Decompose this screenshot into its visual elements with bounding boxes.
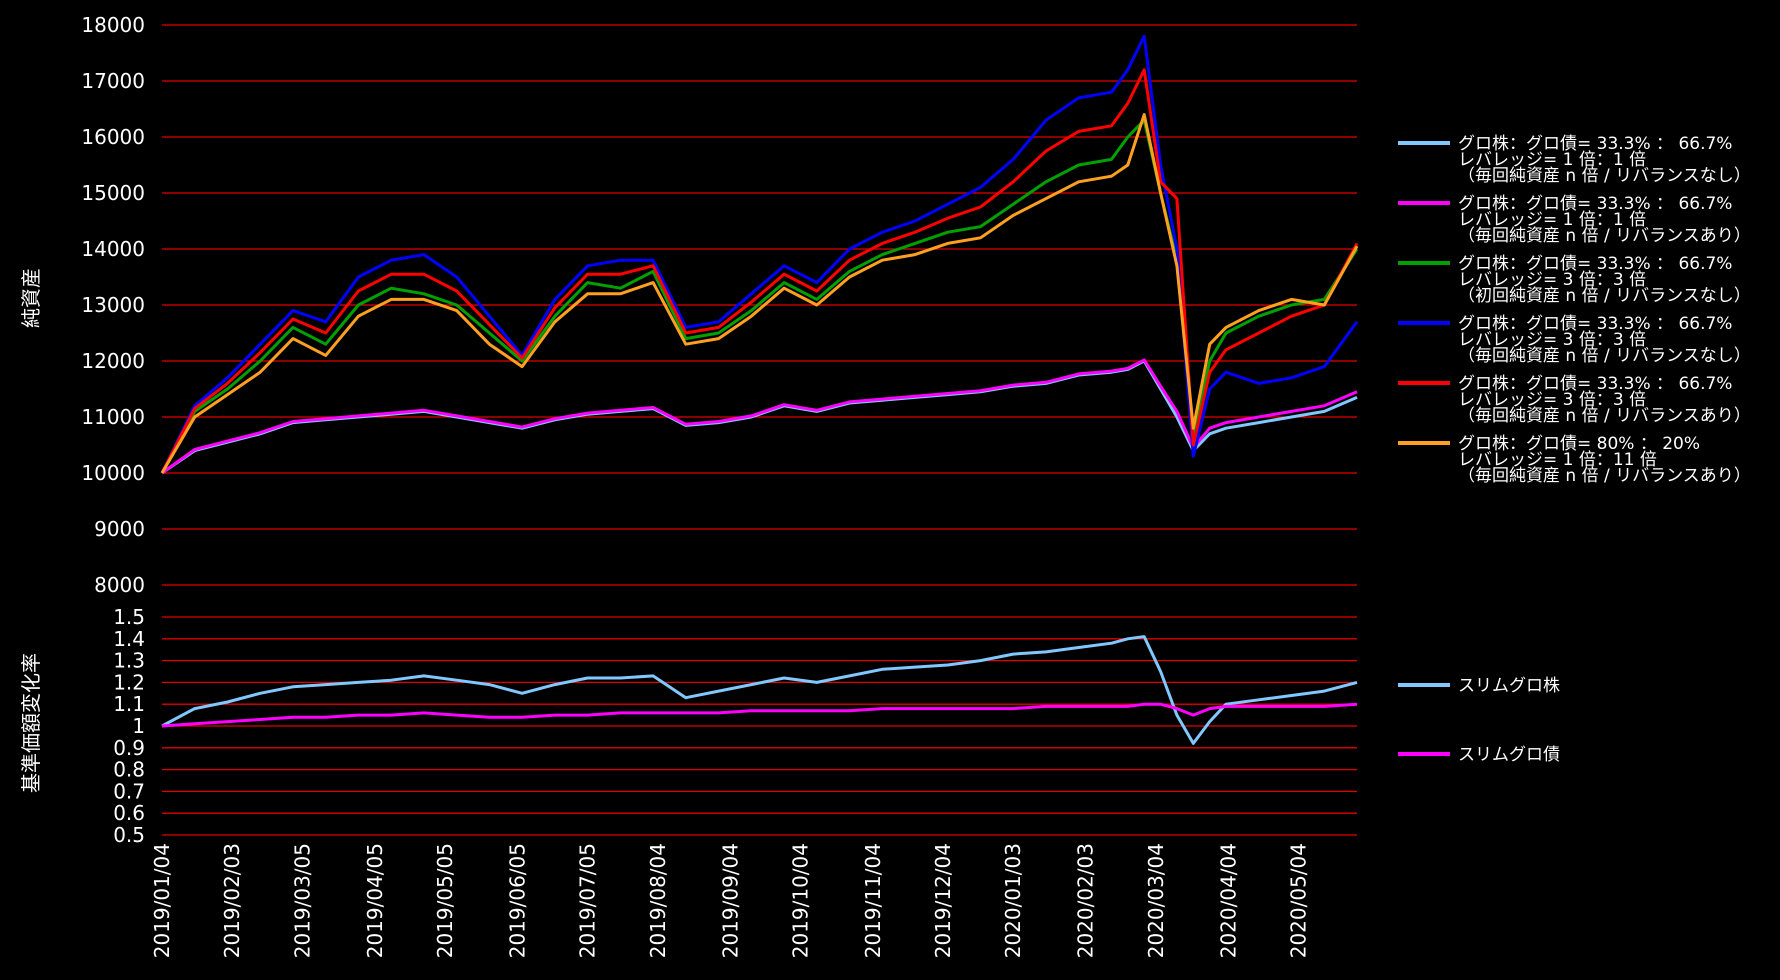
bottom-y-axis-title: 基準価額変化率 xyxy=(19,653,43,793)
x-tick-label: 2019/12/04 xyxy=(931,843,955,958)
bottom-y-tick-label: 1.3 xyxy=(113,649,145,673)
top-y-tick-labels: 8000 9000 10000 11000 12000 13000 14000 15000 16… xyxy=(81,13,145,597)
x-tick-label: 2019/03/05 xyxy=(290,843,314,958)
top-legend-label: グロ株：グロ債= 33.3% ： 66.7%レバレッジ= 3 倍：3 倍（毎回純… xyxy=(1458,374,1751,426)
top-legend-label: グロ株：グロ債= 33.3% ： 66.7%レバレッジ= 1 倍：1 倍（毎回純… xyxy=(1458,134,1751,186)
x-tick-label: 2020/04/04 xyxy=(1216,843,1240,958)
top-y-tick-label: 18000 xyxy=(81,13,145,37)
x-tick-label: 2020/02/03 xyxy=(1074,843,1098,958)
x-tick-label: 2019/11/04 xyxy=(861,843,885,958)
top-y-tick-label: 16000 xyxy=(81,125,145,149)
bottom-y-tick-label: 1.2 xyxy=(113,670,145,694)
top-legend-label: グロ株：グロ債= 33.3% ： 66.7%レバレッジ= 3 倍：3 倍（初回純… xyxy=(1458,254,1751,306)
x-tick-label: 2019/02/03 xyxy=(220,843,244,958)
top-y-tick-label: 14000 xyxy=(81,237,145,261)
x-tick-label: 2019/06/05 xyxy=(506,843,530,958)
top-panel: 8000 9000 10000 11000 12000 13000 14000 15000 16… xyxy=(19,13,1751,597)
x-tick-label: 2020/03/04 xyxy=(1144,843,1168,958)
bottom-y-tick-label: 0.7 xyxy=(113,779,145,803)
bottom-y-tick-label: 1.5 xyxy=(113,605,145,629)
top-legend-label: グロ株：グロ債= 80% ： 20%レバレッジ= 1 倍：11 倍（毎回純資産 … xyxy=(1458,434,1751,486)
top-y-axis-title: 純資産 xyxy=(19,268,43,328)
bottom-panel: 0.50.60.70.80.911.11.21.31.41.5 基準価額変化率 … xyxy=(19,605,1560,847)
bottom-y-tick-label: 0.5 xyxy=(113,823,145,847)
bottom-y-tick-label: 1.4 xyxy=(113,627,145,651)
bottom-y-tick-label: 0.9 xyxy=(113,736,145,760)
top-legend: グロ株：グロ債= 33.3% ： 66.7%レバレッジ= 1 倍：1 倍（毎回純… xyxy=(1398,134,1751,486)
x-tick-label: 2019/07/05 xyxy=(576,843,600,958)
top-y-tick-label: 8000 xyxy=(94,573,145,597)
x-tick-label: 2020/01/03 xyxy=(1001,843,1025,958)
top-legend-label: グロ株：グロ債= 33.3% ： 66.7%レバレッジ= 1 倍：1 倍（毎回純… xyxy=(1458,194,1751,246)
bottom-y-tick-labels: 0.50.60.70.80.911.11.21.31.41.5 xyxy=(113,605,145,847)
top-legend-label: グロ株：グロ債= 33.3% ： 66.7%レバレッジ= 3 倍：3 倍（毎回純… xyxy=(1458,314,1751,366)
top-y-tick-label: 9000 xyxy=(94,517,145,541)
top-series-line-5 xyxy=(160,113,1359,474)
x-tick-label: 2019/08/04 xyxy=(646,843,670,958)
x-tick-label: 2019/09/04 xyxy=(718,843,742,958)
bottom-legend-label: スリムグロ債 xyxy=(1458,745,1560,765)
bottom-gridlines xyxy=(162,616,1357,836)
bottom-series-lines xyxy=(161,635,1358,745)
bottom-series-line-0 xyxy=(161,635,1358,745)
top-y-tick-label: 17000 xyxy=(81,69,145,93)
top-y-tick-label: 13000 xyxy=(81,293,145,317)
x-tick-label: 2019/10/04 xyxy=(788,843,812,958)
top-y-tick-label: 15000 xyxy=(81,181,145,205)
x-tick-label: 2019/04/05 xyxy=(363,843,387,958)
top-series-line-1 xyxy=(161,358,1358,475)
top-series-lines xyxy=(160,34,1359,475)
top-series-line-4 xyxy=(160,68,1359,474)
bottom-y-tick-label: 1.1 xyxy=(113,692,145,716)
top-y-tick-label: 11000 xyxy=(81,405,145,429)
top-gridlines xyxy=(162,24,1357,586)
bottom-y-tick-label: 0.6 xyxy=(113,801,145,825)
top-y-tick-label: 12000 xyxy=(81,349,145,373)
x-tick-label: 2019/05/05 xyxy=(433,843,457,958)
x-tick-label: 2019/01/04 xyxy=(150,843,174,958)
top-y-tick-label: 10000 xyxy=(81,461,145,485)
x-tick-label: 2020/05/04 xyxy=(1287,843,1311,958)
bottom-series-line-1 xyxy=(161,702,1358,728)
bottom-y-tick-label: 1 xyxy=(132,714,145,738)
bottom-legend-label: スリムグロ株 xyxy=(1458,676,1560,696)
x-tick-labels: 2019/01/04 2019/02/03 2019/03/05 2019/04/05… xyxy=(150,843,1311,958)
bottom-y-tick-label: 0.8 xyxy=(113,758,145,782)
